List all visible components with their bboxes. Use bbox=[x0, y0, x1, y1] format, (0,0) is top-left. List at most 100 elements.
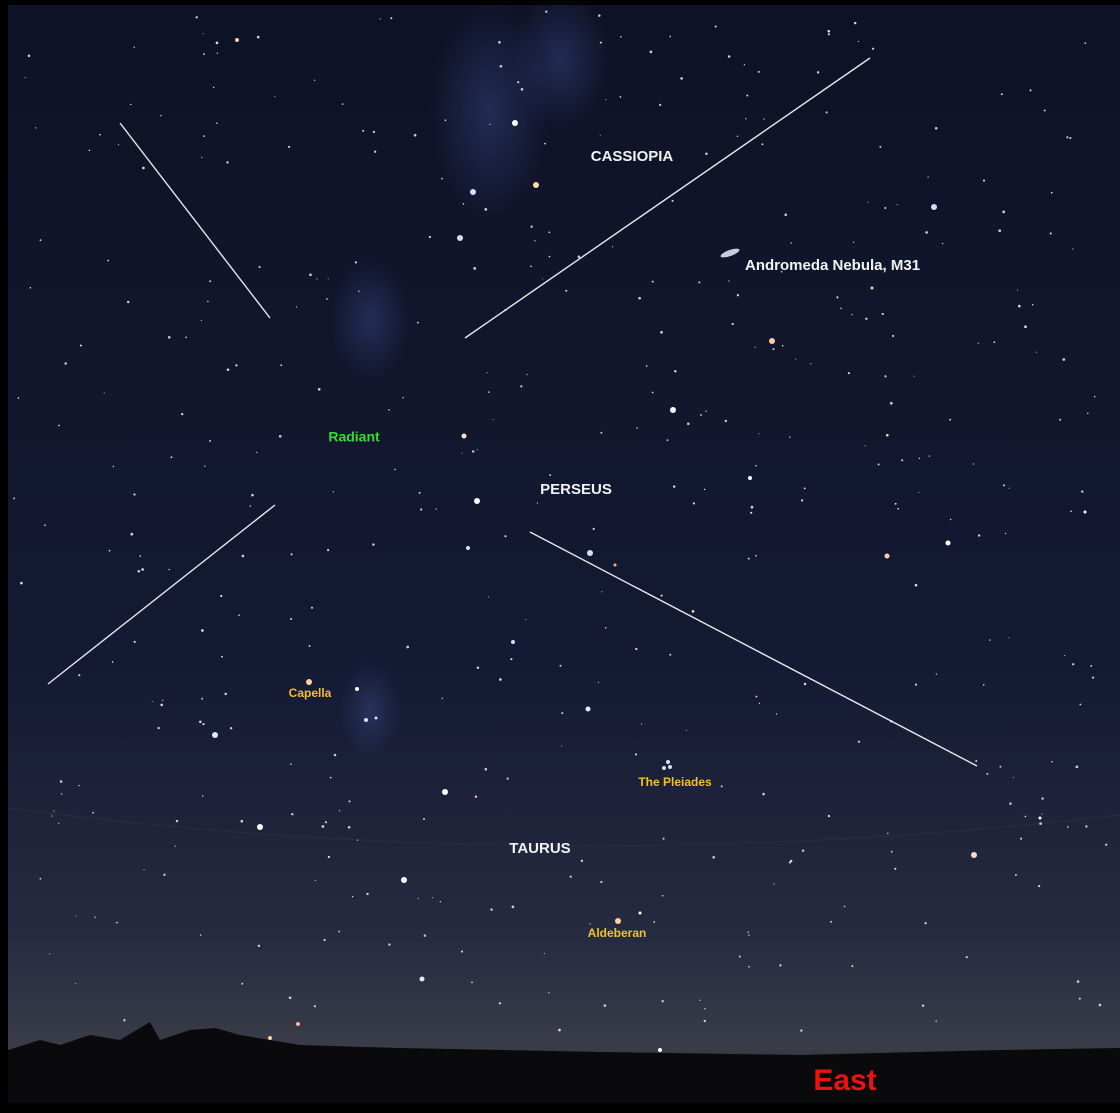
star bbox=[782, 345, 784, 347]
star bbox=[241, 820, 244, 823]
star bbox=[598, 682, 599, 683]
star bbox=[309, 273, 312, 276]
star bbox=[477, 449, 478, 450]
star bbox=[1018, 305, 1021, 308]
star bbox=[511, 640, 515, 644]
star bbox=[176, 820, 178, 822]
star bbox=[844, 906, 846, 908]
constellation-label: CASSIOPIA bbox=[591, 148, 674, 165]
star bbox=[380, 18, 381, 19]
star bbox=[600, 881, 602, 883]
star bbox=[989, 639, 990, 640]
star bbox=[113, 466, 114, 467]
star bbox=[601, 591, 602, 592]
star bbox=[598, 14, 601, 17]
star bbox=[1079, 998, 1081, 1000]
star bbox=[747, 931, 749, 933]
star bbox=[493, 419, 494, 420]
star bbox=[375, 717, 378, 720]
star bbox=[134, 47, 135, 48]
star bbox=[983, 684, 985, 686]
star bbox=[162, 700, 163, 701]
star bbox=[462, 434, 467, 439]
star bbox=[653, 921, 655, 923]
star bbox=[130, 533, 133, 536]
star bbox=[109, 550, 111, 552]
star bbox=[728, 55, 731, 58]
star bbox=[533, 182, 539, 188]
star bbox=[488, 391, 490, 393]
star bbox=[168, 569, 170, 571]
star bbox=[355, 261, 357, 263]
star bbox=[1044, 110, 1046, 112]
star bbox=[971, 852, 977, 858]
star bbox=[185, 337, 187, 339]
star bbox=[291, 553, 293, 555]
star bbox=[983, 180, 985, 182]
star bbox=[1059, 419, 1061, 421]
star bbox=[420, 508, 422, 510]
star bbox=[226, 161, 228, 163]
star bbox=[1003, 484, 1005, 486]
star bbox=[517, 81, 519, 83]
star bbox=[612, 246, 613, 247]
star bbox=[94, 917, 95, 918]
star bbox=[256, 452, 257, 453]
star bbox=[851, 314, 852, 315]
star bbox=[20, 582, 23, 585]
star bbox=[931, 204, 937, 210]
star bbox=[306, 679, 312, 685]
star bbox=[61, 793, 62, 794]
star bbox=[641, 723, 642, 724]
star bbox=[342, 103, 344, 105]
star bbox=[338, 931, 340, 933]
star bbox=[520, 385, 522, 387]
star bbox=[915, 684, 917, 686]
star bbox=[693, 502, 695, 504]
star bbox=[1077, 980, 1080, 983]
star bbox=[1066, 136, 1068, 138]
star bbox=[419, 492, 421, 494]
star bbox=[490, 908, 492, 910]
star bbox=[950, 519, 952, 521]
star bbox=[699, 1000, 700, 1001]
star bbox=[795, 359, 796, 360]
star bbox=[652, 281, 654, 283]
star bbox=[487, 372, 488, 373]
star bbox=[322, 825, 325, 828]
star bbox=[44, 524, 46, 526]
star bbox=[737, 135, 739, 137]
star bbox=[534, 240, 535, 241]
star bbox=[748, 476, 752, 480]
star bbox=[258, 945, 260, 947]
star bbox=[854, 22, 856, 24]
star bbox=[316, 278, 317, 279]
star bbox=[373, 131, 375, 133]
star bbox=[259, 266, 261, 268]
star bbox=[170, 456, 172, 458]
star bbox=[779, 964, 781, 966]
star bbox=[879, 146, 881, 148]
star bbox=[565, 290, 567, 292]
star bbox=[748, 966, 750, 968]
star bbox=[748, 558, 750, 560]
star bbox=[790, 242, 792, 244]
star bbox=[587, 550, 593, 556]
star bbox=[998, 229, 1001, 232]
star bbox=[635, 753, 637, 755]
star bbox=[394, 469, 396, 471]
star bbox=[388, 409, 390, 411]
star bbox=[484, 208, 487, 211]
star bbox=[318, 388, 321, 391]
star bbox=[1039, 822, 1042, 825]
star bbox=[715, 26, 717, 28]
star bbox=[789, 437, 790, 438]
star bbox=[712, 856, 715, 859]
star bbox=[49, 953, 50, 954]
star bbox=[615, 918, 621, 924]
star bbox=[203, 53, 205, 55]
star bbox=[776, 713, 777, 714]
star bbox=[620, 36, 622, 38]
star bbox=[202, 795, 204, 797]
star bbox=[51, 815, 52, 816]
